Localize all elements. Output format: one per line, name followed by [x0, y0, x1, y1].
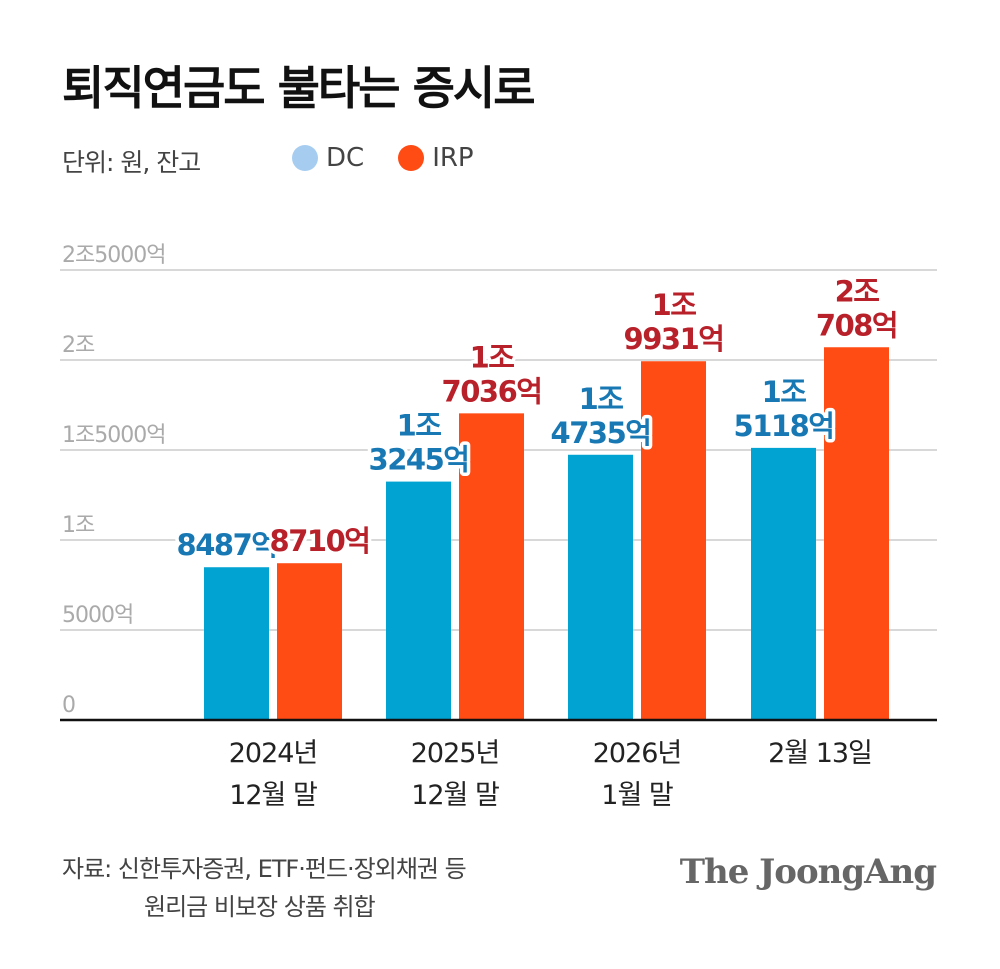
y-tick-label: 1조5000억 [62, 423, 165, 448]
source-note: 자료: 신한투자증권, ETF·펀드·장외채권 등 원리금 비보장 상품 취합 [62, 850, 467, 926]
y-tick-label: 2조5000억 [62, 243, 165, 268]
bar-irp [459, 413, 524, 720]
data-label-irp: 8710억 [270, 524, 370, 558]
data-label-dc: 1조 [397, 409, 442, 443]
data-label-irp: 9931억 [624, 322, 724, 356]
data-label-irp: 7036억 [442, 374, 542, 408]
bar-dc [568, 454, 633, 720]
data-label-dc: 4735억 [551, 416, 651, 450]
legend-label-irp: IRP [432, 143, 474, 173]
brand-logo: The JoongAng [679, 852, 937, 892]
legend-label-dc: DC [326, 143, 365, 173]
data-label-dc: 1조 [762, 375, 807, 409]
bar-irp [277, 563, 342, 720]
legend-swatch-dc [292, 145, 318, 171]
x-tick-label: 2025년 [411, 738, 500, 769]
bar-dc [204, 567, 269, 720]
data-label-dc: 8487억 [177, 528, 277, 562]
x-tick-label: 12월 말 [229, 780, 317, 811]
unit-label: 단위: 원, 잔고 [62, 148, 201, 177]
source-line-1: 자료: 신한투자증권, ETF·펀드·장외채권 등 [62, 855, 467, 883]
chart-title: 퇴직연금도 불타는 증시로 [62, 61, 536, 115]
y-tick-label: 0 [62, 693, 75, 718]
bar-irp [641, 361, 706, 720]
x-tick-label: 2024년 [229, 738, 318, 769]
bar-irp [824, 347, 889, 720]
data-label-irp: 2조 [835, 274, 880, 308]
source-line-2: 원리금 비보장 상품 취합 [144, 893, 376, 921]
legend-item-dc: DC [292, 143, 364, 173]
legend-item-irp: IRP [398, 143, 474, 173]
data-label-irp: 1조 [470, 340, 515, 374]
bar-dc [386, 481, 451, 720]
data-label-dc: 5118억 [734, 409, 834, 443]
bar-dc [751, 447, 816, 720]
x-tick-label: 1월 말 [601, 780, 673, 811]
x-tick-label: 2월 13일 [768, 738, 872, 769]
x-tick-label: 12월 말 [411, 780, 499, 811]
data-label-irp: 708억 [816, 308, 897, 342]
x-tick-label: 2026년 [593, 738, 682, 769]
data-label-dc: 1조 [579, 382, 624, 416]
y-tick-label: 1조 [62, 513, 95, 538]
legend: DC IRP [292, 143, 508, 173]
legend-swatch-irp [398, 145, 425, 171]
y-tick-label: 5000억 [62, 603, 133, 628]
data-label-irp: 1조 [652, 288, 697, 322]
y-tick-label: 2조 [62, 333, 95, 358]
data-label-dc: 3245억 [369, 443, 469, 477]
